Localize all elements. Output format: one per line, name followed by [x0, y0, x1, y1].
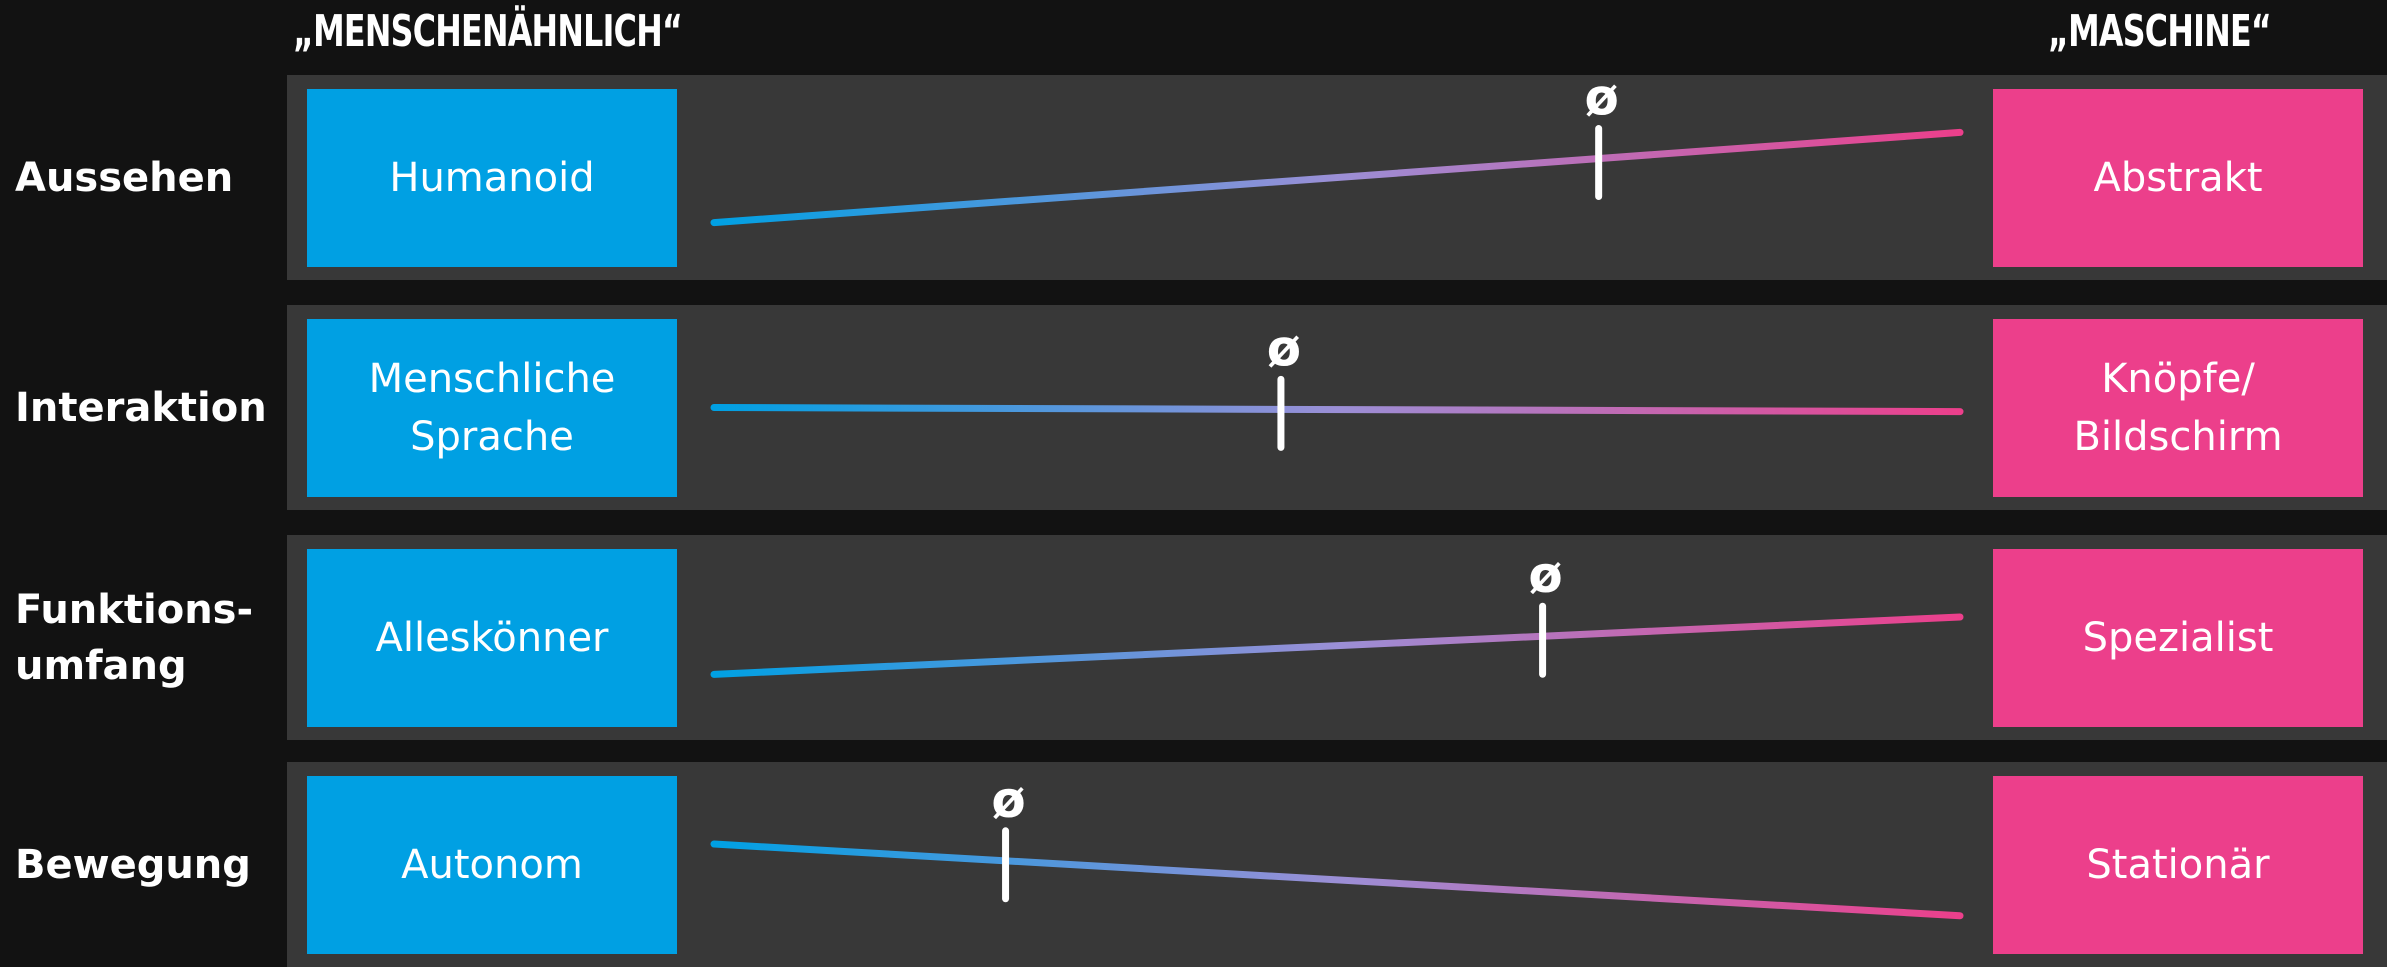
- row-label: Bewegung: [15, 841, 251, 888]
- human-pole-box: Humanoid: [307, 89, 677, 267]
- machine-pole-box: Knöpfe/ Bildschirm: [1993, 319, 2363, 497]
- average-symbol: ø: [1528, 546, 1562, 604]
- row-label: Aussehen: [15, 154, 234, 201]
- rating-scale: ø: [710, 69, 1964, 227]
- rating-line: [710, 128, 1964, 227]
- rating-line: [710, 613, 1964, 678]
- header-human-like: „MENSCHENÄHNLICH“: [293, 6, 683, 57]
- human-pole-box: Menschliche Sprache: [307, 319, 677, 497]
- human-pole-box: Alleskönner: [307, 549, 677, 727]
- rating-scale: ø: [710, 771, 1964, 920]
- dimension-row-interaction: Interaktion Menschliche Sprache Knöpfe/ …: [0, 305, 2387, 510]
- machine-pole-box: Spezialist: [1993, 549, 2363, 727]
- dimension-row-appearance: Aussehen Humanoid Abstrakt ø: [0, 69, 2387, 280]
- header-machine: „MASCHINE“: [2048, 6, 2272, 57]
- average-symbol: ø: [1584, 69, 1618, 127]
- average-symbol: ø: [991, 771, 1025, 829]
- dimension-row-movement: Bewegung Autonom Stationär ø: [0, 762, 2387, 967]
- rating-line: [710, 840, 1964, 920]
- row-label: Interaktion: [15, 384, 267, 431]
- rating-scale: ø: [710, 546, 1964, 678]
- rating-line: [710, 404, 1964, 416]
- rating-scale: ø: [710, 319, 1964, 451]
- machine-pole-box: Abstrakt: [1993, 89, 2363, 267]
- average-symbol: ø: [1267, 319, 1301, 377]
- row-label: Funktions- umfang: [15, 586, 254, 689]
- dimension-row-functional-scope: Funktions- umfang Alleskönner Spezialist…: [0, 535, 2387, 740]
- human-pole-box: Autonom: [307, 776, 677, 954]
- machine-pole-box: Stationär: [1993, 776, 2363, 954]
